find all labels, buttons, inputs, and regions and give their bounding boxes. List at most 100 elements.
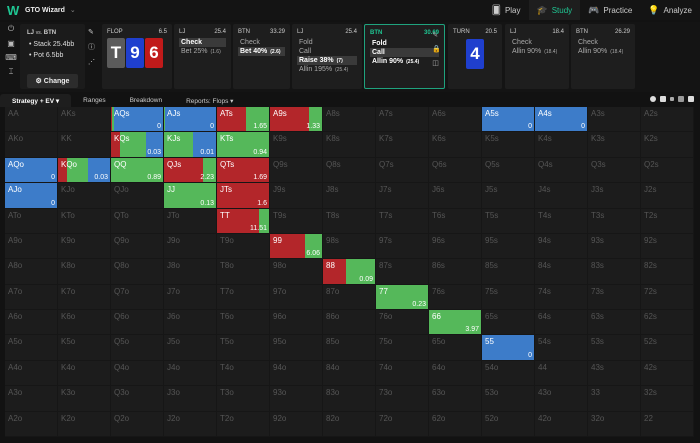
hand-cell-J9s[interactable]: J9s <box>270 183 323 209</box>
decision-node[interactable]: LJ 25.4 Fold Call Raise 38% (7) Allin 195% (25.… <box>292 24 362 89</box>
hand-cell-T3s[interactable]: T3s <box>588 208 641 234</box>
large-view-icon[interactable] <box>688 96 694 102</box>
action-option[interactable]: Bet 25% (1.6) <box>181 48 221 55</box>
hand-cell-Q4o[interactable]: Q4o <box>111 360 164 387</box>
action-option[interactable]: Check <box>240 39 260 46</box>
hand-cell-J6s[interactable]: J6s <box>429 183 482 209</box>
hand-cell-Q6s[interactable]: Q6s <box>429 157 482 184</box>
action-option[interactable]: Raise 38% (7) <box>297 56 357 65</box>
action-option[interactable]: Check <box>512 39 532 46</box>
app-name[interactable]: GTO Wizard <box>25 6 65 14</box>
hand-cell-42s[interactable]: 42s <box>641 360 694 387</box>
hand-cell-94o[interactable]: 94o <box>270 360 323 387</box>
hand-cell-T5o[interactable]: T5o <box>217 335 270 361</box>
tab-ranges[interactable]: Ranges <box>83 97 106 104</box>
hand-cell-JTs[interactable]: JTs 1.6 <box>217 183 270 209</box>
change-button[interactable]: ⚙ Change <box>27 74 78 88</box>
hand-cell-K3o[interactable]: K3o <box>58 386 111 412</box>
hand-cell-A6o[interactable]: A6o <box>5 310 58 336</box>
grid-view-icon[interactable] <box>678 96 684 102</box>
hand-cell-Q9o[interactable]: Q9o <box>111 233 164 260</box>
hand-cell-55[interactable]: 55 0 <box>482 335 535 361</box>
hand-cell-T7o[interactable]: T7o <box>217 284 270 311</box>
hand-cell-85s[interactable]: 85s <box>482 259 535 285</box>
hand-cell-AKo[interactable]: AKo <box>5 132 58 158</box>
hand-cell-22[interactable]: 22 <box>641 411 694 437</box>
hand-cell-74s[interactable]: 74s <box>535 284 588 311</box>
nav-study[interactable]: 🎓 Study <box>528 0 581 20</box>
action-option[interactable]: Fold <box>299 39 313 46</box>
hand-cell-Q2s[interactable]: Q2s <box>641 157 694 184</box>
hand-cell-62s[interactable]: 62s <box>641 310 694 336</box>
hand-cell-72o[interactable]: 72o <box>376 411 429 437</box>
hand-cell-63o[interactable]: 63o <box>429 386 482 412</box>
action-option[interactable]: Check <box>578 39 598 46</box>
split-icon[interactable]: ◫ <box>432 60 439 67</box>
hand-cell-K4o[interactable]: K4o <box>58 360 111 387</box>
hand-cell-T2s[interactable]: T2s <box>641 208 694 234</box>
hand-cell-KK[interactable]: KK <box>58 132 111 158</box>
hand-cell-AJs[interactable]: AJs 0 <box>164 107 217 133</box>
hand-cell-76s[interactable]: 76s <box>429 284 482 311</box>
hand-cell-A4s[interactable]: A4s 0 <box>535 107 588 133</box>
hand-cell-92o[interactable]: 92o <box>270 411 323 437</box>
hand-cell-A4o[interactable]: A4o <box>5 360 58 387</box>
hand-cell-QJs[interactable]: QJs 2.23 <box>164 157 217 184</box>
hand-cell-Q6o[interactable]: Q6o <box>111 310 164 336</box>
hand-cell-QQ[interactable]: QQ 0.89 <box>111 157 164 184</box>
hand-cell-Q7s[interactable]: Q7s <box>376 157 429 184</box>
tab-reports[interactable]: Reports: Flops ▾ <box>186 97 234 105</box>
hand-cell-T3o[interactable]: T3o <box>217 386 270 412</box>
hand-cell-Q3s[interactable]: Q3s <box>588 157 641 184</box>
turn-card[interactable]: TURN 20.5 4 <box>448 24 502 89</box>
hand-cell-T7s[interactable]: T7s <box>376 208 429 234</box>
hand-cell-JJ[interactable]: JJ 0.13 <box>164 183 217 209</box>
hand-cell-84s[interactable]: 84s <box>535 259 588 285</box>
hand-cell-A9o[interactable]: A9o <box>5 233 58 260</box>
hand-cell-99[interactable]: 99 6.06 <box>270 233 323 260</box>
hand-cell-42o[interactable]: 42o <box>535 411 588 437</box>
decision-node[interactable]: LJ 18.4 Check Allin 90% (18.4) <box>505 24 569 89</box>
hand-cell-33[interactable]: 33 <box>588 386 641 412</box>
hand-cell-82s[interactable]: 82s <box>641 259 694 285</box>
pencil-icon[interactable]: ✎ <box>88 29 94 36</box>
hand-cell-T9s[interactable]: T9s <box>270 208 323 234</box>
hand-cell-K2s[interactable]: K2s <box>641 132 694 158</box>
hand-cell-54s[interactable]: 54s <box>535 335 588 361</box>
hand-cell-TT[interactable]: TT 11.51 <box>217 208 270 234</box>
hand-cell-93o[interactable]: 93o <box>270 386 323 412</box>
hand-cell-Q2o[interactable]: Q2o <box>111 411 164 437</box>
hand-cell-Q8o[interactable]: Q8o <box>111 259 164 285</box>
hand-cell-92s[interactable]: 92s <box>641 233 694 260</box>
hand-cell-T4s[interactable]: T4s <box>535 208 588 234</box>
hand-cell-32s[interactable]: 32s <box>641 386 694 412</box>
hand-cell-T2o[interactable]: T2o <box>217 411 270 437</box>
hand-cell-Q5s[interactable]: Q5s <box>482 157 535 184</box>
hand-cell-83s[interactable]: 83s <box>588 259 641 285</box>
gamepad-icon[interactable]: ⌨ <box>5 53 17 62</box>
action-option[interactable]: Allin 195% (25.4) <box>299 66 349 73</box>
hand-cell-75o[interactable]: 75o <box>376 335 429 361</box>
hand-cell-95o[interactable]: 95o <box>270 335 323 361</box>
hand-cell-J4o[interactable]: J4o <box>164 360 217 387</box>
hand-cell-86o[interactable]: 86o <box>323 310 376 336</box>
hand-cell-QTo[interactable]: QTo <box>111 208 164 234</box>
hand-cell-K9o[interactable]: K9o <box>58 233 111 260</box>
hand-cell-KQs[interactable]: KQs 0.03 <box>111 132 164 158</box>
hand-cell-A7s[interactable]: A7s <box>376 107 429 133</box>
hand-cell-A2s[interactable]: A2s <box>641 107 694 133</box>
hand-cell-53o[interactable]: 53o <box>482 386 535 412</box>
hand-cell-72s[interactable]: 72s <box>641 284 694 311</box>
hand-cell-73s[interactable]: 73s <box>588 284 641 311</box>
hand-cell-A3s[interactable]: A3s <box>588 107 641 133</box>
save-icon[interactable]: ▣ <box>7 39 15 48</box>
hand-cell-J2s[interactable]: J2s <box>641 183 694 209</box>
hand-cell-82o[interactable]: 82o <box>323 411 376 437</box>
hand-cell-44[interactable]: 44 <box>535 360 588 387</box>
nav-practice[interactable]: 🎮 Practice <box>588 4 633 15</box>
hand-cell-73o[interactable]: 73o <box>376 386 429 412</box>
hand-cell-JTo[interactable]: JTo <box>164 208 217 234</box>
hand-cell-K5s[interactable]: K5s <box>482 132 535 158</box>
hand-cell-96o[interactable]: 96o <box>270 310 323 336</box>
